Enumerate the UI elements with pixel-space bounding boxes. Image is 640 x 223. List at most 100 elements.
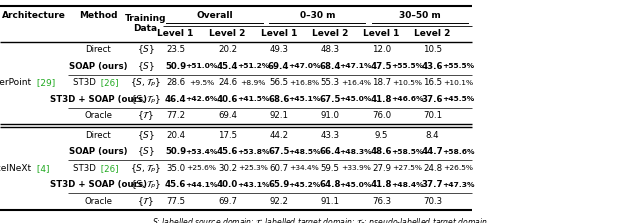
Text: 47.5: 47.5 (371, 62, 392, 71)
Text: +45.2%: +45.2% (288, 182, 321, 188)
Text: $\{\mathcal{T}\}$: $\{\mathcal{T}\}$ (137, 195, 154, 208)
Text: [26]: [26] (99, 164, 119, 173)
Text: Level 1: Level 1 (157, 29, 194, 38)
Text: 0–30 m: 0–30 m (300, 11, 335, 20)
Text: [4]: [4] (35, 164, 50, 173)
Text: 69.7: 69.7 (218, 197, 237, 206)
Text: 37.6: 37.6 (422, 95, 444, 104)
Text: Architecture: Architecture (3, 11, 66, 20)
Text: +8.9%: +8.9% (241, 80, 266, 86)
Text: 45.6: 45.6 (217, 147, 238, 156)
Text: 43.3: 43.3 (321, 131, 340, 140)
Text: 50.9: 50.9 (165, 62, 186, 71)
Text: 17.5: 17.5 (218, 131, 237, 140)
Text: $\{S, \mathcal{T}_P\}$: $\{S, \mathcal{T}_P\}$ (130, 76, 161, 89)
Text: SOAP (ours): SOAP (ours) (69, 147, 127, 156)
Text: 30–50 m: 30–50 m (399, 11, 441, 20)
Text: 56.5: 56.5 (269, 78, 288, 87)
Text: Overall: Overall (196, 11, 233, 20)
Text: +48.4%: +48.4% (391, 182, 423, 188)
Text: 48.3: 48.3 (321, 45, 340, 54)
Text: 16.5: 16.5 (423, 78, 442, 87)
Text: +58.6%: +58.6% (442, 149, 475, 155)
Text: ST3D: ST3D (72, 78, 99, 87)
Text: $\{S\}$: $\{S\}$ (136, 60, 155, 73)
Text: 9.5: 9.5 (374, 131, 388, 140)
Text: 55.3: 55.3 (321, 78, 340, 87)
Text: Direct: Direct (85, 131, 111, 140)
Text: 23.5: 23.5 (166, 45, 185, 54)
Text: Method: Method (79, 11, 118, 20)
Text: +33.9%: +33.9% (341, 165, 371, 171)
Text: 66.4: 66.4 (319, 147, 341, 156)
Text: 49.3: 49.3 (269, 45, 288, 54)
Text: $\{S\}$: $\{S\}$ (136, 145, 155, 158)
Text: 69.4: 69.4 (218, 112, 237, 120)
Text: 69.4: 69.4 (268, 62, 289, 71)
Text: Oracle: Oracle (84, 197, 112, 206)
Text: +51.0%: +51.0% (186, 64, 218, 69)
Text: ST3D: ST3D (72, 164, 99, 173)
Text: +48.3%: +48.3% (340, 149, 372, 155)
Text: $\{S\}$: $\{S\}$ (136, 129, 155, 142)
Text: 20.4: 20.4 (166, 131, 185, 140)
Text: 76.0: 76.0 (372, 112, 391, 120)
Text: 28.6: 28.6 (166, 78, 185, 87)
Text: 60.7: 60.7 (269, 164, 288, 173)
Text: Level 2: Level 2 (209, 29, 246, 38)
Text: 48.6: 48.6 (371, 147, 392, 156)
Text: 24.8: 24.8 (423, 164, 442, 173)
Text: VoxelNeXt: VoxelNeXt (0, 164, 35, 173)
Text: +47.3%: +47.3% (442, 182, 475, 188)
Text: 18.7: 18.7 (372, 78, 391, 87)
Text: +47.0%: +47.0% (288, 64, 321, 69)
Text: $\{S, \mathcal{T}_P\}$: $\{S, \mathcal{T}_P\}$ (130, 93, 161, 106)
Text: 77.5: 77.5 (166, 197, 185, 206)
Text: Oracle: Oracle (84, 112, 112, 120)
Text: Direct: Direct (85, 45, 111, 54)
Text: +45.5%: +45.5% (442, 97, 475, 102)
Text: SOAP (ours): SOAP (ours) (69, 62, 127, 71)
Text: +25.6%: +25.6% (187, 165, 216, 171)
Text: +47.1%: +47.1% (340, 64, 372, 69)
Text: 65.9: 65.9 (268, 180, 289, 189)
Text: +53.8%: +53.8% (237, 149, 269, 155)
Text: 20.2: 20.2 (218, 45, 237, 54)
Text: 44.2: 44.2 (269, 131, 288, 140)
Text: CenterPoint: CenterPoint (0, 78, 35, 87)
Text: 40.6: 40.6 (217, 95, 238, 104)
Text: 64.8: 64.8 (319, 180, 341, 189)
Text: 41.8: 41.8 (371, 180, 392, 189)
Text: 41.8: 41.8 (371, 95, 392, 104)
Text: +53.4%: +53.4% (186, 149, 218, 155)
Text: Level 1: Level 1 (260, 29, 297, 38)
Text: $\{S, \mathcal{T}_P\}$: $\{S, \mathcal{T}_P\}$ (130, 178, 161, 191)
Text: 77.2: 77.2 (166, 112, 185, 120)
Text: +55.5%: +55.5% (442, 64, 475, 69)
Text: +10.1%: +10.1% (444, 80, 474, 86)
Text: 44.7: 44.7 (422, 147, 444, 156)
Text: 8.4: 8.4 (426, 131, 440, 140)
Text: 27.9: 27.9 (372, 164, 391, 173)
Text: $\{S, \mathcal{T}_P\}$: $\{S, \mathcal{T}_P\}$ (130, 162, 161, 175)
Text: +46.6%: +46.6% (391, 97, 423, 102)
Text: +27.5%: +27.5% (392, 165, 422, 171)
Text: +25.3%: +25.3% (238, 165, 268, 171)
Text: 24.6: 24.6 (218, 78, 237, 87)
Text: 10.5: 10.5 (423, 45, 442, 54)
Text: $S$: labelled source domain; $\mathcal{T}$: labelled target domain; $\mathcal{T}: $S$: labelled source domain; $\mathcal{T… (152, 216, 488, 223)
Text: +43.1%: +43.1% (237, 182, 269, 188)
Text: 35.0: 35.0 (166, 164, 185, 173)
Text: Level 2: Level 2 (415, 29, 451, 38)
Text: 92.1: 92.1 (269, 112, 288, 120)
Text: +16.8%: +16.8% (289, 80, 319, 86)
Text: $\{\mathcal{T}\}$: $\{\mathcal{T}\}$ (137, 109, 154, 122)
Text: +42.6%: +42.6% (186, 97, 218, 102)
Text: 40.0: 40.0 (217, 180, 238, 189)
Text: [26]: [26] (99, 78, 119, 87)
Text: 46.4: 46.4 (165, 95, 186, 104)
Text: 30.2: 30.2 (218, 164, 237, 173)
Text: +58.5%: +58.5% (391, 149, 423, 155)
Text: +16.4%: +16.4% (341, 80, 371, 86)
Text: 92.2: 92.2 (269, 197, 288, 206)
